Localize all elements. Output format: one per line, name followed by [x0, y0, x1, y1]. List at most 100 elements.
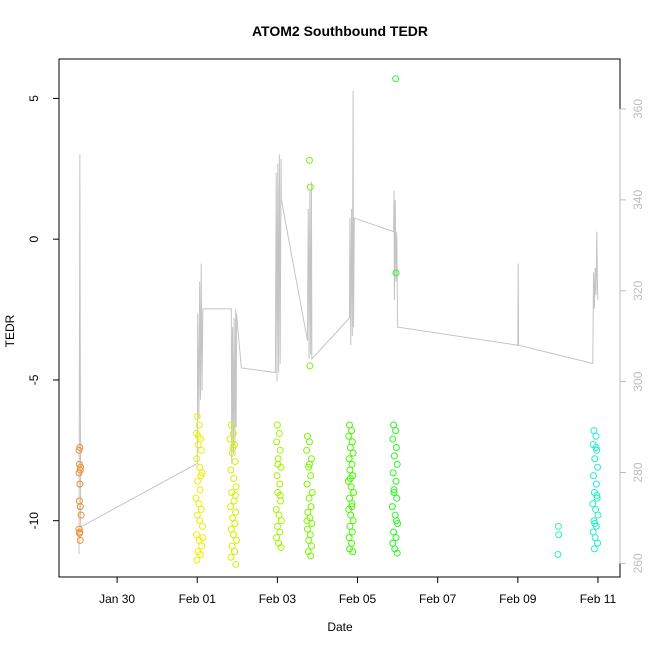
data-point [348, 503, 356, 511]
data-point [348, 427, 356, 435]
data-point [229, 531, 237, 539]
point-cluster [344, 421, 358, 556]
data-point [345, 432, 353, 440]
secondary-series-line [78, 90, 599, 555]
data-point [76, 480, 84, 488]
data-point [348, 539, 356, 547]
data-point [275, 511, 283, 519]
data-point [274, 455, 282, 463]
data-point [349, 548, 357, 556]
data-point [305, 156, 313, 164]
data-point [390, 421, 398, 429]
data-point [197, 505, 205, 513]
data-point [76, 444, 84, 451]
data-point [554, 550, 562, 558]
data-point [195, 421, 203, 429]
data-point [196, 463, 204, 471]
data-point [593, 494, 601, 502]
data-point [346, 421, 354, 429]
data-point [231, 520, 239, 528]
x-tick-label: Feb 05 [339, 592, 377, 606]
y-tick-label: 0 [27, 236, 41, 243]
data-point [303, 517, 311, 525]
y2-tick-label: 260 [631, 553, 645, 573]
data-point [346, 474, 354, 482]
data-point [193, 455, 201, 463]
data-point [388, 503, 396, 511]
data-point [593, 491, 601, 499]
data-point [592, 480, 600, 488]
y-axis: -10 -5 0 5 [27, 95, 59, 529]
data-point [591, 520, 599, 528]
data-point [305, 463, 313, 471]
data-point [591, 455, 599, 463]
data-point [276, 491, 284, 499]
data-point [591, 534, 599, 542]
data-point [392, 477, 400, 485]
data-point [230, 474, 238, 482]
data-point [389, 435, 397, 443]
data-point [227, 525, 235, 533]
data-point [194, 477, 202, 485]
data-point [231, 548, 239, 556]
data-point [345, 534, 353, 542]
x-tick-label: Feb 01 [179, 592, 217, 606]
y2-tick-label: 320 [631, 280, 645, 300]
data-point [592, 432, 600, 440]
data-point [305, 460, 313, 468]
data-point [554, 522, 562, 530]
data-point [307, 542, 315, 550]
data-point [275, 429, 283, 437]
data-point [193, 556, 201, 564]
x-tick-label: Feb 11 [580, 592, 617, 606]
x-tick-label: Jan 30 [99, 592, 135, 606]
data-point [75, 446, 83, 454]
data-point [393, 549, 401, 557]
data-point [76, 503, 84, 511]
data-point [592, 505, 600, 513]
x-axis-label: Date [327, 620, 353, 634]
y2-tick-label: 340 [631, 190, 645, 210]
data-point [390, 489, 398, 497]
data-point [227, 553, 235, 561]
data-point [349, 517, 357, 525]
data-point [307, 472, 315, 480]
data-point [273, 438, 281, 446]
data-point [348, 500, 356, 508]
point-cluster [192, 413, 207, 564]
data-point [303, 480, 311, 488]
data-point [349, 449, 357, 457]
data-point [77, 511, 85, 519]
data-point [197, 446, 205, 454]
chart-title: ATOM2 Southbound TEDR [252, 23, 428, 39]
data-point [589, 528, 597, 536]
data-point [306, 531, 314, 539]
data-point [196, 550, 204, 558]
data-point [194, 441, 202, 449]
data-point [348, 460, 356, 468]
y-tick-label: 5 [27, 95, 41, 102]
point-cluster [226, 421, 241, 568]
data-point [232, 483, 240, 491]
data-point [192, 494, 200, 502]
x-tick-label: Feb 07 [419, 592, 457, 606]
point-cluster [272, 421, 285, 551]
x-axis: Jan 30 Feb 01 Feb 03 Feb 05 Feb 07 Feb 09 Feb … [99, 577, 617, 606]
data-point [276, 480, 284, 488]
data-point [229, 444, 237, 451]
data-point [346, 466, 354, 474]
data-point [306, 183, 314, 191]
data-point [392, 269, 400, 277]
data-point [77, 463, 85, 471]
data-point [392, 75, 400, 83]
x-tick-label: Feb 03 [259, 592, 297, 606]
data-point [347, 511, 355, 519]
x-tick-label: Feb 09 [499, 592, 537, 606]
data-point [590, 545, 598, 553]
data-point [305, 494, 313, 502]
data-point [590, 427, 598, 435]
data-point [199, 534, 207, 542]
data-point [308, 489, 316, 497]
data-point [347, 483, 355, 491]
